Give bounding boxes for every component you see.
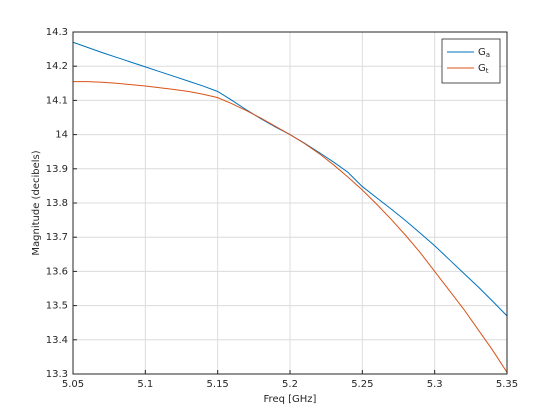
x-tick-label: 5.25 <box>351 379 373 390</box>
x-tick-label: 5.15 <box>207 379 229 390</box>
line-series <box>73 81 508 373</box>
legend-label: Ga <box>478 47 490 59</box>
x-axis-label: Freq [GHz] <box>264 394 317 405</box>
y-tick-label: 13.3 <box>46 369 68 380</box>
y-tick-label: 14.3 <box>46 27 68 38</box>
x-tick-label: 5.3 <box>427 379 443 390</box>
x-tick-label: 5.35 <box>496 379 518 390</box>
y-tick-label: 13.4 <box>46 335 68 346</box>
axes-box <box>72 31 508 375</box>
legend-box <box>441 38 501 84</box>
legend-label: Gt <box>478 63 489 75</box>
y-tick-label: 14 <box>55 130 68 141</box>
y-tick-label: 13.6 <box>46 266 68 277</box>
y-axis-label: Magnitude (decibels) <box>31 150 42 255</box>
y-tick-label: 13.5 <box>46 301 68 312</box>
x-tick-label: 5.1 <box>137 379 153 390</box>
y-tick-label: 13.9 <box>46 164 68 175</box>
x-tick-label: 5.2 <box>282 379 298 390</box>
y-tick-label: 14.2 <box>46 61 68 72</box>
y-tick-label: 14.1 <box>46 95 68 106</box>
y-tick-label: 13.8 <box>46 198 68 209</box>
y-tick-label: 13.7 <box>46 232 68 243</box>
x-tick-label: 5.05 <box>62 379 84 390</box>
